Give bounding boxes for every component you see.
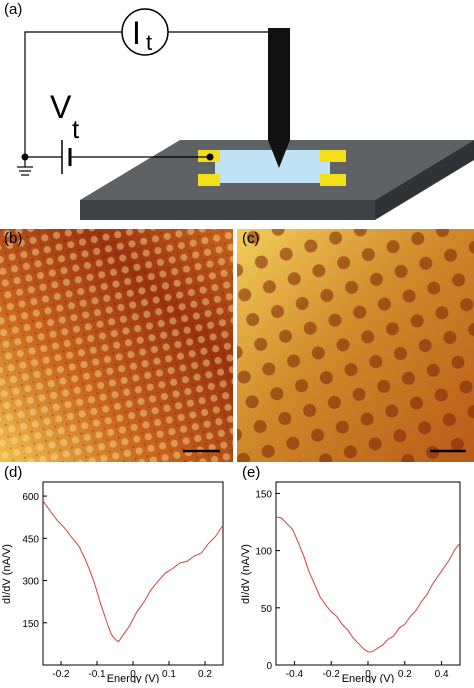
stm-image-c: (c) (237, 229, 474, 462)
panel-label-a: (a) (4, 1, 23, 18)
y-tick-label-d: 450 (22, 534, 39, 545)
spectrum-curve-e (275, 516, 461, 653)
voltage-symbol: V (50, 89, 72, 125)
panel-label-e: (e) (242, 464, 261, 481)
y-axis-label-e: dI/dV (nA/V) (240, 544, 252, 604)
plot-frame-e (275, 481, 461, 666)
current-symbol: I (132, 15, 141, 51)
ammeter-circle (121, 8, 169, 56)
stm-image-c-lattice (237, 229, 474, 462)
stm-schematic: I t V t (17, 8, 474, 220)
y-axis-label-d: dI/dV (nA/V) (1, 544, 13, 604)
contact-left-bottom (198, 174, 220, 186)
panel-label-d: (d) (4, 464, 23, 481)
schematic-panel: I t V t (a) (0, 0, 474, 228)
x-tick-label-d: 0 (130, 669, 136, 680)
current-subscript: t (146, 30, 152, 55)
y-tick-label-d: 150 (22, 619, 39, 630)
stm-image-b-graphic (0, 229, 233, 462)
x-tick-label-d: -0.1 (88, 669, 106, 680)
panel-label-c: (c) (242, 230, 260, 247)
spectrum-chart-d: dI/dV (nA/V) Energy (V) -0.2 -0.1 0 0.1 0.2 1… (1, 481, 224, 685)
x-axis-label-d: Energy (V) (107, 673, 160, 683)
spectrum-panel-d: dI/dV (nA/V) Energy (V) -0.2 -0.1 0 0.1 0.2 1… (0, 462, 237, 685)
x-tick-label-e: 0.4 (435, 669, 449, 680)
y-tick-label-e: 0 (266, 661, 272, 672)
stm-tip (268, 28, 290, 168)
plot-frame-d (42, 481, 224, 666)
panel-label-b: (b) (4, 230, 23, 247)
circuit-wire-left (24, 31, 122, 158)
y-tick-label-e: 50 (261, 604, 273, 615)
x-tick-label-e: -0.4 (286, 669, 304, 680)
spectrum-panel-e: dI/dV (nA/V) Energy (V) -0.4 -0.2 0 0.2 0.4 0… (237, 462, 474, 685)
x-axis-label-e: Energy (V) (342, 673, 395, 683)
contact-right-top (320, 150, 346, 162)
y-tick-label-d: 300 (22, 577, 39, 588)
contact-right-bottom (320, 174, 346, 186)
y-tick-label-d: 600 (22, 492, 39, 503)
x-tick-label-e: -0.2 (323, 669, 341, 680)
x-tick-label-e: 0.2 (398, 669, 412, 680)
spectrum-curve-d (42, 500, 224, 643)
substrate-right-side (375, 140, 474, 220)
x-tick-label-e: 0 (365, 669, 371, 680)
y-tick-label-e: 100 (255, 547, 272, 558)
x-tick-label-d: 0.1 (162, 669, 176, 680)
spectrum-chart-e: dI/dV (nA/V) Energy (V) -0.4 -0.2 0 0.2 0.4 0… (240, 481, 461, 685)
stm-image-b-lattice (0, 229, 233, 462)
sample-flake (215, 150, 330, 183)
x-tick-label-d: 0.2 (198, 669, 212, 680)
y-tick-label-e: 150 (255, 489, 272, 500)
stm-image-c-graphic (237, 229, 474, 462)
x-tick-label-d: -0.2 (52, 669, 70, 680)
stm-image-b: (b) (0, 229, 233, 462)
contact-node (206, 153, 214, 161)
voltage-subscript: t (72, 114, 80, 144)
substrate-side (80, 200, 375, 220)
